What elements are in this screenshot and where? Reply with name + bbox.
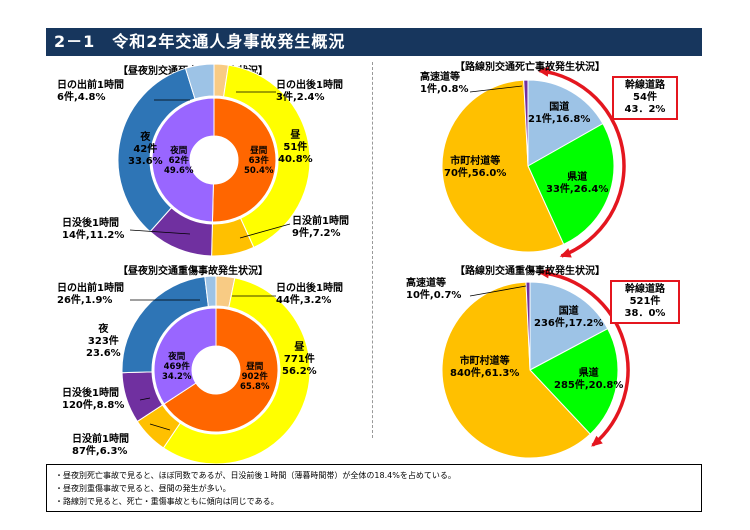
fd-inner-slice-0 <box>211 97 277 223</box>
fd-dawn-before-label: 日の出前1時間 6件,4.8% <box>57 80 124 103</box>
fd-dusk-after-label: 日没後1時間 14件,11.2% <box>62 218 125 241</box>
id-leader-dusk-before <box>149 423 171 431</box>
fr-trunk-road-box: 幹線道路 54件 43．2% <box>612 76 678 120</box>
fd-day-label: 昼 51件 40.8% <box>278 130 313 165</box>
fd-inner-slice-1 <box>151 97 215 223</box>
ir-prefectural-label: 県道 285件,20.8% <box>554 368 624 391</box>
fd-outer-slice-5 <box>184 63 215 100</box>
id-day-label: 昼 771件 56.2% <box>282 342 317 377</box>
ir-municipal-label: 市町村道等 840件,61.3% <box>450 356 520 379</box>
note-line: ・昼夜別死亡事故で見ると、ほぼ同数であるが、日没前後１時間（薄暮時間帯）が全体の… <box>55 471 456 480</box>
injury-daynight-title: 【昼夜別交通重傷事故発生状況】 <box>118 266 268 277</box>
fr-trunk-arrow-arrowhead-1 <box>559 248 572 258</box>
id-inner-slice-1 <box>153 307 217 405</box>
ir-expressway-label: 高速道等 10件,0.7% <box>406 278 462 301</box>
fd-leader-dusk-before <box>239 223 291 239</box>
fr-national-label: 国道 21件,16.8% <box>528 102 591 125</box>
fd-dawn-after-label: 日の出後1時間 3件,2.4% <box>276 80 343 103</box>
ir-trunk-arrow-arrowhead-0 <box>537 268 550 279</box>
fr-pie-slice-3 <box>523 79 529 167</box>
fr-prefectural-label: 県道 33件,26.4% <box>546 172 609 195</box>
fd-outer-slice-1 <box>223 64 311 249</box>
id-outer-slice-1 <box>162 277 311 465</box>
fr-trunk-arrow-arrowhead-0 <box>537 66 550 77</box>
fatal-route-title: 【路線別交通死亡事故発生状況】 <box>455 62 605 73</box>
fr-expressway-label: 高速道等 1件,0.8% <box>420 72 469 95</box>
page-title: 2－1 令和2年交通人身事故発生概況 <box>46 28 702 56</box>
fd-leader-dusk-after <box>129 229 191 235</box>
fr-pie-slice-1 <box>527 122 615 245</box>
fd-night-label: 夜 42件 33.6% <box>128 132 163 167</box>
ir-trunk-arrow <box>539 270 630 447</box>
ir-national-label: 国道 236件,17.2% <box>534 306 604 329</box>
id-leader-dusk-after <box>139 397 151 401</box>
injury-route-title: 【路線別交通重傷事故発生状況】 <box>455 266 605 277</box>
ir-leader-expressway <box>469 285 527 297</box>
id-dawn-before-label: 日の出前1時間 26件,1.9% <box>57 283 124 306</box>
notes-box: ・昼夜別死亡事故で見ると、ほぼ同数であるが、日没前後１時間（薄暮時間帯）が全体の… <box>46 464 702 512</box>
ir-trunk-arrow-arrowhead-1 <box>591 435 603 447</box>
id-inner-night-label: 夜間 469件 34.2% <box>162 352 192 382</box>
fd-dusk-before-label: 日没前1時間 9件,7.2% <box>292 216 349 239</box>
fd-inner-day-label: 昼間 63件 50.4% <box>244 146 274 176</box>
ir-pie-slice-0 <box>529 281 609 371</box>
note-line: ・昼夜別重傷事故で見ると、昼間の発生が多い。 <box>55 484 231 493</box>
fr-pie-slice-0 <box>527 79 604 167</box>
id-inner-day-label: 昼間 902件 65.8% <box>240 362 270 392</box>
id-dusk-before-label: 日没前1時間 87件,6.3% <box>72 434 129 457</box>
fr-municipal-label: 市町村道等 70件,56.0% <box>444 156 507 179</box>
id-dawn-after-label: 日の出後1時間 44件,3.2% <box>276 283 343 306</box>
fr-pie-slice-2 <box>441 79 565 253</box>
id-night-label: 夜 323件 23.6% <box>86 324 121 359</box>
ir-pie-slice-1 <box>529 327 619 435</box>
fr-trunk-arrow <box>539 68 626 258</box>
ir-pie-slice-2 <box>441 281 591 459</box>
ir-trunk-road-box: 幹線道路 521件 38．0% <box>610 280 680 324</box>
panel-divider <box>372 62 373 438</box>
ir-pie-slice-3 <box>525 281 531 371</box>
fr-leader-expressway <box>469 85 523 93</box>
id-dusk-after-label: 日没後1時間 120件,8.8% <box>62 388 125 411</box>
fd-inner-night-label: 夜間 62件 49.6% <box>164 146 194 176</box>
id-outer-slice-5 <box>204 275 217 308</box>
note-line: ・路線別で見ると、死亡・重傷事故ともに傾向は同じである。 <box>55 497 279 506</box>
id-inner-slice-0 <box>163 307 279 433</box>
